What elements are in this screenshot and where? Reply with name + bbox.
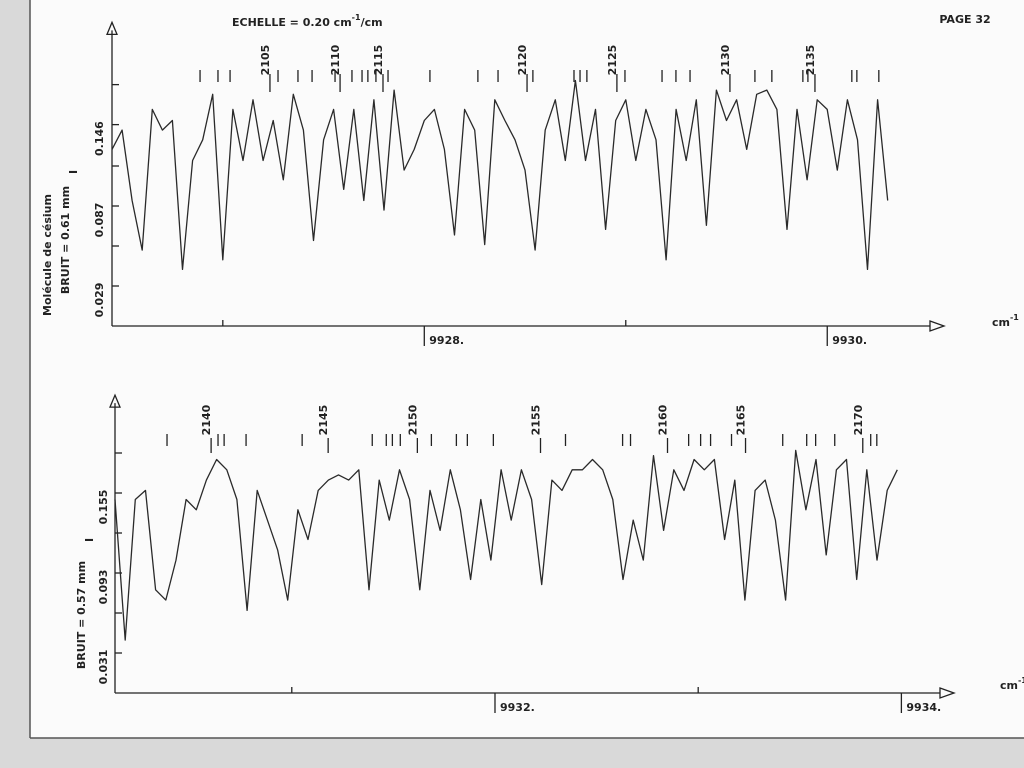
x-axis-arrow [939, 687, 956, 699]
line-marker-label: 2160 [657, 404, 670, 435]
line-marker-label: 2115 [372, 45, 385, 76]
x-tick-label: 9932. [500, 701, 535, 714]
y-tick-label: 0.093 [97, 570, 110, 605]
x-unit-base: cm [1000, 679, 1018, 692]
line-marker-label: 2140 [200, 404, 213, 435]
molecule-label: Molécule de césium [41, 194, 54, 316]
line-marker-label: 2155 [530, 405, 543, 436]
line-marker-label: 2110 [329, 44, 342, 75]
line-marker-label: 2135 [804, 45, 817, 76]
spectrum-line [111, 79, 889, 271]
x-tick-label: 9930. [832, 334, 867, 347]
line-marker-label: 2145 [317, 405, 330, 436]
line-marker-label: 2120 [516, 44, 529, 75]
scale-text-main: ECHELLE = 0.20 cm [232, 16, 352, 29]
y-tick-label: 0.029 [93, 283, 106, 318]
x-axis-arrow [929, 320, 946, 332]
y-tick-label: 0.155 [97, 490, 110, 525]
line-marker-label: 2105 [259, 45, 272, 76]
spectrum-line [114, 449, 898, 641]
line-marker-label: 2150 [406, 404, 419, 435]
line-marker-label: 2130 [719, 44, 732, 75]
y-symbol: I [83, 538, 96, 542]
line-marker-label: 2165 [735, 405, 748, 436]
x-tick-label: 9928. [429, 334, 464, 347]
scale-text-unit: /cm [361, 16, 383, 29]
y-tick-label: 0.087 [93, 203, 106, 238]
x-unit-exp: -1 [1010, 313, 1019, 322]
y-symbol: I [67, 170, 80, 174]
x-unit-base: cm [992, 316, 1010, 329]
y-tick-label: 0.146 [93, 121, 106, 156]
noise-label: BRUIT = 0.57 mm [75, 561, 88, 669]
line-marker-label: 2125 [606, 45, 619, 76]
x-tick-label: 9934. [906, 701, 941, 714]
x-unit-exp: -1 [1018, 676, 1024, 685]
x-unit: cm-1 [992, 313, 1019, 330]
paper [30, 0, 1024, 738]
scale-text-exp: -1 [352, 13, 361, 22]
scale-text: ECHELLE = 0.20 cm-1/cm [232, 13, 383, 30]
y-tick-label: 0.031 [97, 650, 110, 685]
x-unit: cm-1 [1000, 676, 1024, 693]
page-number: PAGE 32 [939, 13, 990, 26]
y-axis-arrow [109, 393, 121, 408]
noise-label: BRUIT = 0.61 mm [59, 186, 72, 294]
line-marker-label: 2170 [852, 404, 865, 435]
y-axis-arrow [106, 20, 118, 35]
